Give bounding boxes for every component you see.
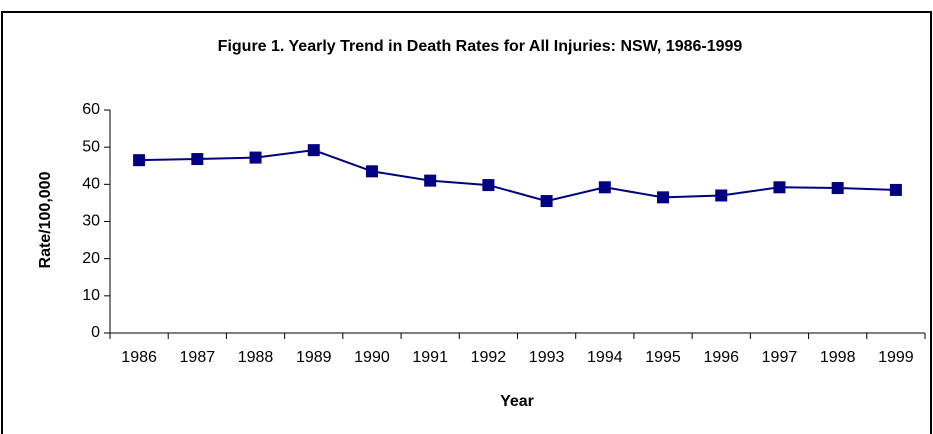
data-point (133, 154, 146, 167)
x-tick-label: 1988 (238, 349, 274, 366)
x-tick-label: 1996 (703, 349, 739, 366)
chart-frame (1, 11, 932, 434)
y-tick-label: 60 (82, 101, 100, 118)
x-tick-label: 1998 (820, 349, 856, 366)
data-point (831, 182, 844, 195)
data-point (249, 151, 262, 164)
data-point (598, 181, 611, 194)
data-point (482, 179, 495, 192)
chart-title: Figure 1. Yearly Trend in Death Rates fo… (218, 38, 743, 55)
data-point (191, 153, 204, 166)
data-point (365, 165, 378, 178)
x-tick-label: 1995 (645, 349, 681, 366)
x-tick-label: 1986 (121, 349, 157, 366)
y-tick-label: 50 (82, 138, 100, 155)
x-tick-label: 1994 (587, 349, 623, 366)
x-tick-label: 1992 (471, 349, 507, 366)
x-tick-label: 1990 (354, 349, 390, 366)
x-tick-label: 1991 (412, 349, 448, 366)
data-point (307, 144, 320, 157)
y-tick-label: 0 (91, 324, 100, 341)
data-point (773, 181, 786, 194)
data-point (424, 174, 437, 187)
x-tick-label: 1989 (296, 349, 332, 366)
y-tick-label: 40 (82, 176, 100, 193)
x-axis-label: Year (500, 393, 534, 410)
x-tick-label: 1987 (180, 349, 216, 366)
y-tick-label: 20 (82, 250, 100, 267)
data-point (657, 191, 670, 204)
y-axis-label: Rate/100,000 (37, 171, 54, 268)
x-tick-label: 1999 (878, 349, 914, 366)
x-tick-label: 1993 (529, 349, 565, 366)
y-tick-label: 30 (82, 213, 100, 230)
x-tick-label: 1997 (762, 349, 798, 366)
y-tick-label: 10 (82, 287, 100, 304)
data-line (139, 149, 896, 203)
data-point (540, 195, 553, 208)
data-point (889, 183, 902, 196)
data-point (715, 189, 728, 202)
